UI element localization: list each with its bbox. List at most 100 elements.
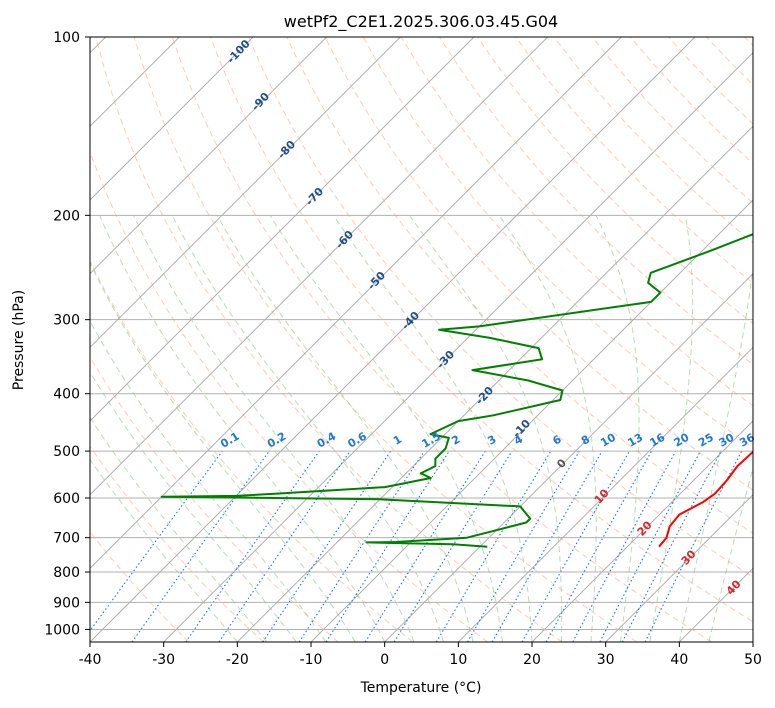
isotherm-line	[163, 51, 753, 642]
isotherm-line	[384, 272, 753, 642]
moist-adiabat	[171, 215, 445, 642]
x-tick-label: -20	[226, 652, 249, 668]
x-tick-label: -10	[300, 652, 323, 668]
x-tick-label: -40	[79, 652, 102, 668]
moist-adiabat	[99, 215, 386, 642]
x-tick-label: 50	[744, 652, 762, 668]
mixing-ratio-label: 1	[391, 433, 404, 448]
isotherm-line	[678, 567, 753, 642]
moist-adiabat	[269, 215, 503, 642]
dry-adiabat	[210, 37, 753, 623]
mixing-ratio-label: 6	[551, 432, 564, 447]
mixing-ratio-label: 0.4	[315, 429, 339, 450]
mixing-ratio-line	[90, 450, 223, 632]
mixing-ratio-line	[644, 450, 743, 642]
isotherm-line	[752, 641, 753, 642]
dry-adiabat	[553, 37, 753, 244]
moist-adiabat	[90, 370, 297, 642]
dry-adiabat	[95, 37, 563, 642]
mixing-ratio-line	[298, 450, 425, 642]
y-tick-label: 700	[53, 531, 80, 547]
isotherm-label: 10	[592, 486, 612, 506]
moist-adiabat	[90, 261, 356, 642]
dry-adiabat	[248, 37, 753, 578]
mixing-ratio-label: 10	[598, 431, 618, 450]
dry-adiabat	[706, 37, 753, 86]
isotherm-line	[310, 199, 753, 642]
mixing-ratio-line	[572, 450, 677, 642]
x-tick-label: -30	[152, 652, 175, 668]
mixing-ratio-line	[599, 450, 701, 642]
dry-adiabat	[515, 37, 753, 284]
dry-adiabat	[90, 445, 264, 642]
isotherm-line	[90, 37, 696, 642]
moist-adiabat	[408, 215, 563, 642]
moist-adiabat	[649, 215, 694, 642]
y-axis-label: Pressure (hPa)	[11, 290, 27, 390]
dry-adiabat	[744, 37, 753, 47]
dry-adiabat	[591, 37, 753, 204]
x-tick-label: 40	[670, 652, 688, 668]
x-tick-label: 30	[597, 652, 615, 668]
mixing-ratio-line	[393, 450, 513, 642]
dry-adiabat	[90, 356, 339, 642]
isotherm-line	[90, 37, 622, 570]
moist-adiabat	[216, 215, 474, 642]
dry-adiabat	[90, 531, 190, 642]
mixing-ratio-line	[218, 450, 351, 642]
series-layer	[160, 233, 753, 548]
moist-adiabat	[133, 215, 415, 642]
mixing-ratio-line	[262, 450, 392, 642]
mixing-ratio-label: 13	[625, 431, 645, 450]
dewpoint-profile	[160, 233, 753, 548]
y-tick-label: 300	[53, 313, 80, 329]
x-tick-label: 0	[380, 652, 389, 668]
mixing-ratio-line	[325, 450, 450, 642]
dry-adiabat	[171, 37, 712, 642]
dry-adiabat	[90, 150, 488, 642]
x-axis-label: Temperature (°C)	[360, 680, 482, 696]
mixing-ratio-label: 1.5	[420, 430, 443, 451]
isotherm-line	[90, 37, 475, 422]
temperature-profile	[658, 450, 753, 548]
plot-frame	[89, 36, 754, 643]
isotherm-line	[90, 37, 549, 496]
dry-adiabat	[133, 37, 638, 642]
mixing-ratio-line	[521, 450, 630, 642]
mixing-ratio-line	[131, 450, 270, 642]
moist-adiabat	[90, 320, 327, 642]
moist-adiabat	[90, 458, 238, 642]
mixing-ratio-label: 16	[647, 431, 667, 450]
x-tick-label: 20	[523, 652, 541, 668]
isotherm-line	[531, 420, 753, 642]
isotherm-label: -20	[473, 384, 496, 408]
moist-adiabat	[595, 215, 640, 642]
isotherm-label: 30	[679, 547, 699, 567]
moist-adiabat	[708, 465, 753, 642]
y-tick-label: 200	[53, 208, 80, 224]
isotherm-line	[236, 125, 753, 642]
moist-adiabat	[90, 416, 268, 642]
dry-adiabat	[324, 37, 753, 491]
y-tick-label: 800	[53, 565, 80, 581]
isotherm-line	[605, 493, 753, 642]
grid-layer	[90, 37, 753, 642]
isotherm-line	[90, 37, 254, 201]
mixing-ratio-line	[545, 450, 653, 642]
y-tick-label: 500	[53, 444, 80, 460]
y-tick-label: 400	[53, 387, 80, 403]
isotherm-label: -90	[249, 90, 272, 114]
chart-title: wetPf2_C2E1.2025.306.03.45.G04	[284, 12, 558, 32]
isotherm-line	[90, 37, 328, 275]
y-tick-label: 1000	[44, 622, 80, 638]
mixing-ratio-line	[185, 450, 320, 642]
y-tick-label: 900	[53, 595, 80, 611]
mixing-ratio-label: 2	[449, 433, 462, 448]
mixing-ratio-label: 3	[485, 433, 498, 448]
y-tick-label: 600	[53, 491, 80, 507]
y-tick-label: 100	[53, 30, 80, 46]
isotherm-label: -50	[365, 269, 388, 293]
moist-adiabat	[678, 264, 753, 642]
